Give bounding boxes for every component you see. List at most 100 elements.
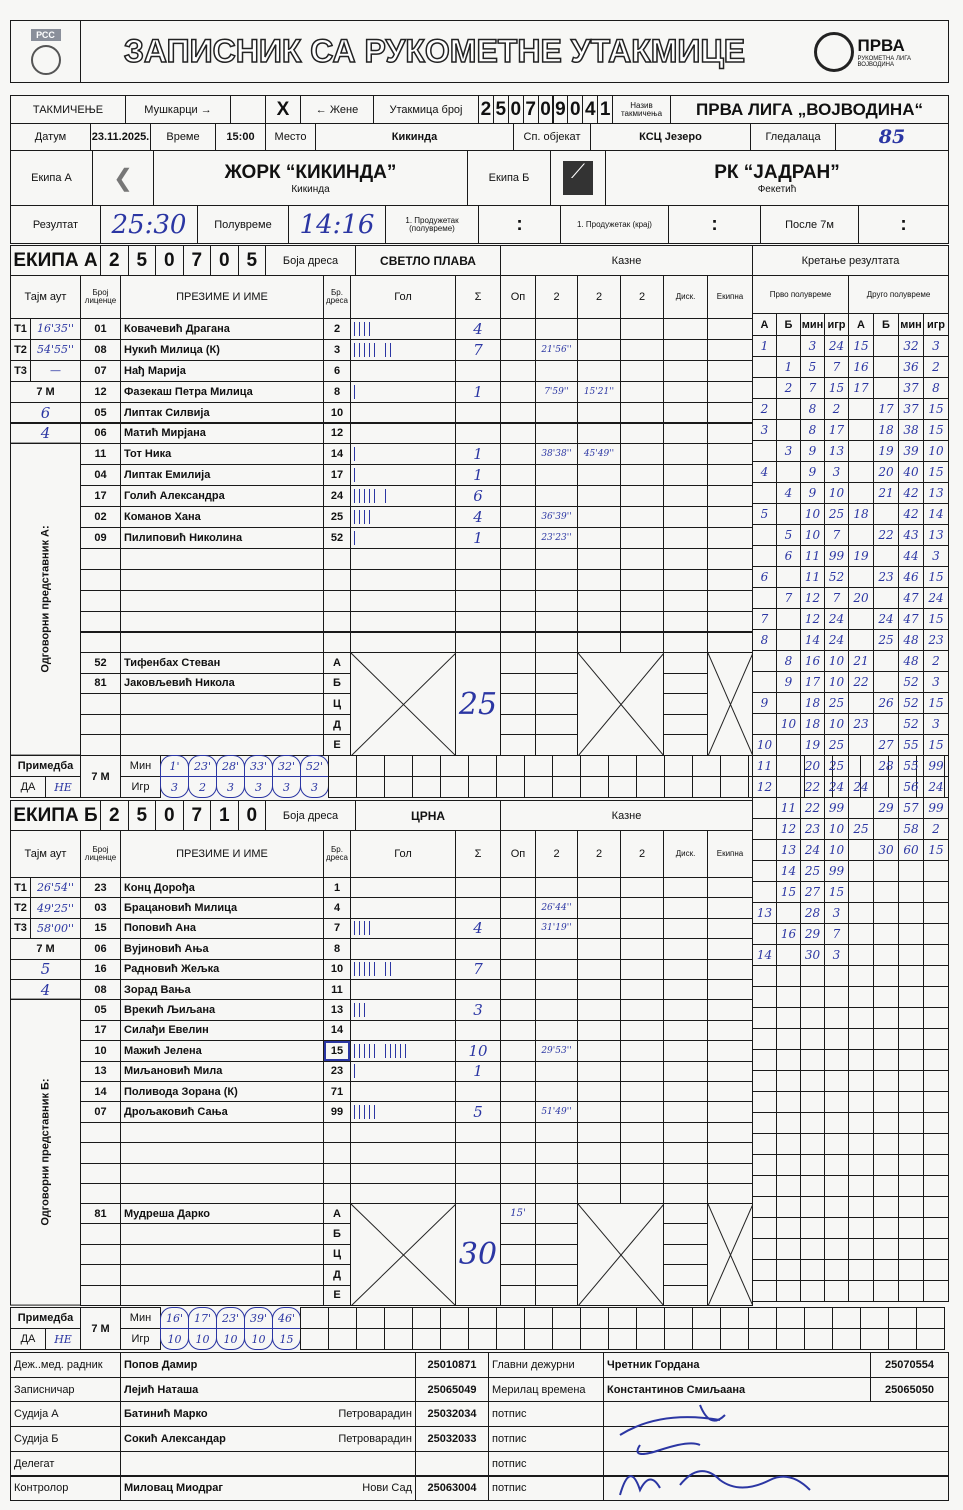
player-suspension[interactable] (620, 631, 664, 654)
player-suspension[interactable] (535, 1121, 578, 1144)
player-warning[interactable] (500, 318, 536, 340)
player-suspension[interactable] (535, 999, 578, 1021)
player-suspension[interactable] (535, 1060, 578, 1082)
player-suspension[interactable] (620, 318, 664, 340)
seven-m-minute[interactable] (356, 1307, 385, 1329)
seven-m-minute[interactable] (384, 1307, 413, 1329)
player-warning[interactable] (500, 1019, 536, 1042)
seven-m-player[interactable]: 10 (188, 1328, 217, 1350)
seven-m-minute[interactable] (468, 755, 497, 777)
official-disqualification[interactable] (663, 1203, 708, 1225)
player-suspension[interactable] (577, 897, 621, 919)
player-suspension[interactable] (577, 318, 621, 340)
seven-m-player[interactable] (636, 1328, 665, 1350)
official-warning[interactable]: 15' (500, 1203, 536, 1225)
seven-m-minute[interactable] (776, 1307, 805, 1329)
seven-m-minute[interactable] (720, 755, 749, 777)
seven-m-minute[interactable] (636, 1307, 665, 1329)
player-disqualification[interactable] (663, 464, 708, 487)
team-penalty[interactable] (707, 877, 753, 899)
seven-m-minute[interactable] (496, 1307, 525, 1329)
seven-m-player[interactable] (608, 776, 637, 798)
team-penalty[interactable] (707, 1060, 753, 1082)
seven-m-player[interactable] (580, 1328, 609, 1350)
official-disqualification[interactable] (663, 1264, 708, 1286)
player-disqualification[interactable] (663, 1019, 708, 1042)
player-goals-tally[interactable] (350, 938, 456, 960)
official-suspension[interactable] (535, 1223, 578, 1245)
player-warning[interactable] (500, 938, 536, 960)
team-penalty[interactable] (707, 359, 753, 382)
remark-no[interactable]: НЕ (45, 776, 81, 798)
player-suspension[interactable] (577, 464, 621, 487)
team-penalty[interactable] (707, 1142, 753, 1164)
seven-m-minute[interactable] (692, 1307, 721, 1329)
seven-m-player[interactable]: 3 (244, 776, 273, 798)
seven-m-player[interactable]: 3 (160, 776, 189, 798)
player-disqualification[interactable] (663, 1162, 708, 1184)
player-disqualification[interactable] (663, 568, 708, 591)
official-warning[interactable] (500, 652, 536, 674)
seven-m-player[interactable] (692, 776, 721, 798)
player-suspension[interactable] (620, 897, 664, 919)
player-suspension[interactable]: 45'49'' (577, 443, 621, 466)
player-warning[interactable] (500, 917, 536, 940)
player-suspension[interactable] (620, 877, 664, 899)
player-suspension[interactable] (620, 1183, 664, 1205)
player-suspension[interactable] (577, 1142, 621, 1164)
player-warning[interactable] (500, 999, 536, 1021)
seven-m-minute[interactable]: 52' (300, 755, 329, 777)
seven-m-minute[interactable] (720, 1307, 749, 1329)
seven-m-minute[interactable] (888, 1307, 917, 1329)
seven-m-minute[interactable] (692, 755, 721, 777)
player-suspension[interactable] (620, 1081, 664, 1103)
player-suspension[interactable]: 38'38'' (535, 443, 578, 466)
player-disqualification[interactable] (663, 527, 708, 549)
seven-m-minute[interactable]: 23' (216, 1307, 245, 1329)
official-suspension[interactable] (535, 734, 578, 756)
player-suspension[interactable] (620, 422, 664, 445)
seven-m-player[interactable] (440, 776, 469, 798)
seven-m-player[interactable]: 10 (216, 1328, 245, 1350)
timeout-value[interactable]: 49'25'' (30, 897, 81, 919)
player-disqualification[interactable] (663, 631, 708, 654)
player-disqualification[interactable] (663, 1121, 708, 1144)
player-suspension[interactable] (620, 1142, 664, 1164)
player-goals-tally[interactable] (350, 1040, 456, 1062)
player-disqualification[interactable] (663, 359, 708, 382)
player-suspension[interactable] (535, 1162, 578, 1184)
player-suspension[interactable] (620, 589, 664, 612)
player-goals-tally[interactable] (350, 380, 456, 403)
player-warning[interactable] (500, 380, 536, 403)
player-warning[interactable] (500, 443, 536, 466)
player-warning[interactable] (500, 464, 536, 487)
player-suspension[interactable] (620, 1060, 664, 1082)
player-suspension[interactable] (577, 568, 621, 591)
player-warning[interactable] (500, 401, 536, 424)
team-penalty[interactable] (707, 589, 753, 612)
seven-m-minute[interactable]: 39' (244, 1307, 273, 1329)
team-penalty[interactable] (707, 380, 753, 403)
player-goals-tally[interactable] (350, 485, 456, 508)
seven-m-minute[interactable] (496, 755, 525, 777)
player-suspension[interactable] (577, 631, 621, 654)
seven-m-minute[interactable] (916, 1307, 945, 1329)
player-warning[interactable] (500, 631, 536, 654)
player-goals-tally[interactable] (350, 568, 456, 591)
official-warning[interactable] (500, 1243, 536, 1266)
player-goals-tally[interactable] (350, 1101, 456, 1123)
player-suspension[interactable] (577, 1019, 621, 1042)
seven-m-minute[interactable] (328, 1307, 357, 1329)
player-suspension[interactable] (535, 401, 578, 424)
seven-m-minute[interactable] (440, 1307, 469, 1329)
player-warning[interactable] (500, 527, 536, 549)
player-suspension[interactable] (535, 568, 578, 591)
player-disqualification[interactable] (663, 380, 708, 403)
seven-m-minute[interactable]: 32' (272, 755, 301, 777)
seven-m-player[interactable] (384, 776, 413, 798)
player-suspension[interactable] (620, 979, 664, 1001)
player-suspension[interactable] (535, 422, 578, 445)
player-goals-tally[interactable] (350, 359, 456, 382)
player-goals-tally[interactable] (350, 999, 456, 1021)
seven-m-player[interactable] (664, 776, 693, 798)
